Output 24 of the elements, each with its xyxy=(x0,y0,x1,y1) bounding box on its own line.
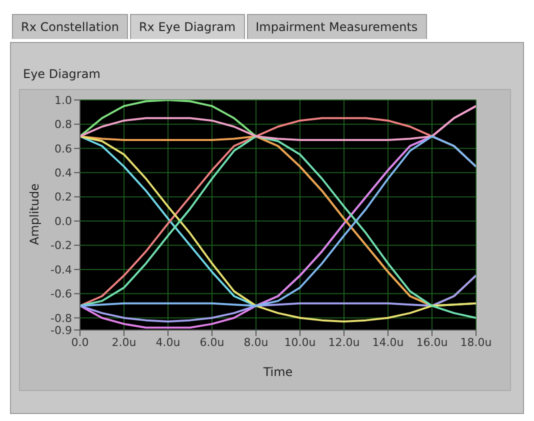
x-tick-label: 4.0u xyxy=(156,336,180,349)
x-tick-label: 10.0u xyxy=(284,336,316,349)
y-tick-label: 0.4 xyxy=(54,166,72,180)
y-tick-label: 0.8 xyxy=(54,118,72,132)
x-tick-label: 16.0u xyxy=(416,336,448,349)
x-tick-label: 6.0u xyxy=(200,336,224,349)
y-tick-label: 0.0 xyxy=(54,214,72,228)
x-tick-label: 0.0 xyxy=(71,336,89,349)
x-tick-label: 2.0u xyxy=(112,336,136,349)
x-tick-label: 18.0u xyxy=(460,336,492,349)
y-tick-label: -0.6 xyxy=(50,288,72,301)
x-tick-label: 8.0u xyxy=(244,336,268,349)
y-tick-label: 0.2 xyxy=(54,190,72,204)
x-tick-label: 14.0u xyxy=(372,336,404,349)
x-axis-title: Time xyxy=(262,365,293,379)
y-tick-label: -0.9 xyxy=(50,324,72,337)
x-tick-label: 12.0u xyxy=(328,336,360,349)
chart-title: Eye Diagram xyxy=(23,67,100,81)
y-tick-label: -0.8 xyxy=(50,312,72,325)
y-axis-title: Amplitude xyxy=(27,184,42,245)
y-tick-label: 1.0 xyxy=(54,94,72,107)
y-tick-label: -0.4 xyxy=(50,263,72,276)
y-tick-label: 0.6 xyxy=(54,142,72,156)
y-tick-label: -0.2 xyxy=(50,239,72,252)
